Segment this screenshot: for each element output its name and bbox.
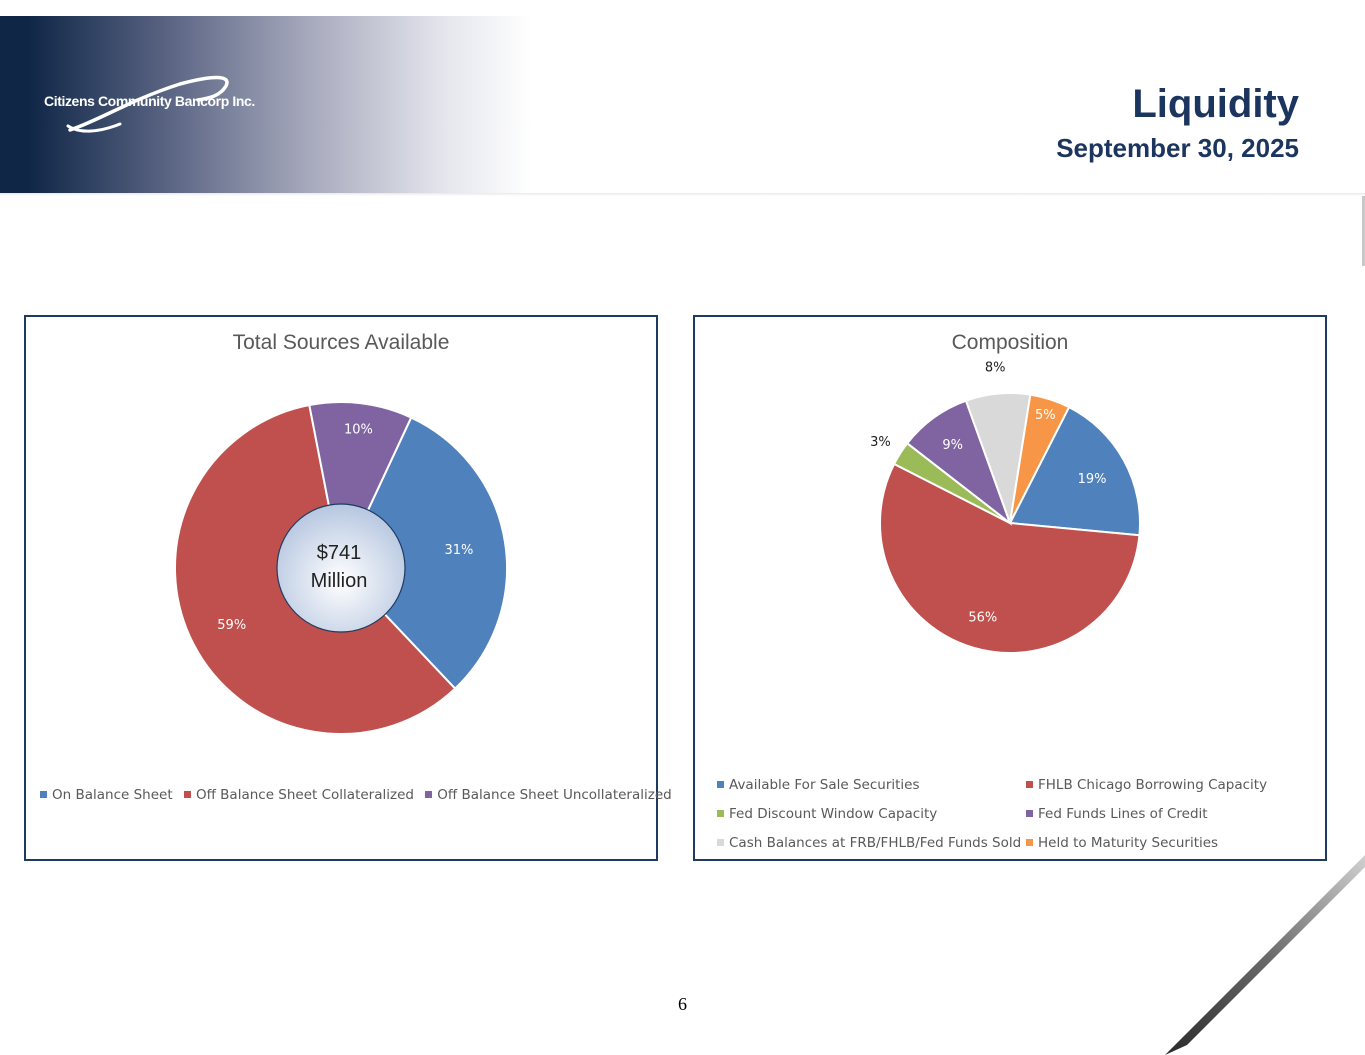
legend-swatch [717,839,724,846]
legend-label: Cash Balances at FRB/FHLB/Fed Funds Sold [729,835,1022,851]
header-banner [0,16,560,195]
legend-swatch [40,791,47,798]
legend-swatch [1026,781,1033,788]
logo-swoosh-icon [66,75,229,133]
data-label: 59% [217,618,246,633]
page-number: 6 [678,994,687,1014]
header-divider [0,193,1365,196]
legend-item: Cash Balances at FRB/FHLB/Fed Funds Sold [717,835,1021,851]
pie-slice [1008,405,1141,537]
donut-chart: 31% 59% 10% [174,401,508,735]
chart-legend: On Balance Sheet Off Balance Sheet Colla… [40,787,679,803]
data-label: 9% [942,438,963,453]
composition-panel: Composition 19% 56% 3% 9% 8% 5% Available For… [693,315,1327,861]
pie-slice [1009,393,1071,524]
legend-item: Held to Maturity Securities [1026,835,1218,851]
legend-label: Off Balance Sheet Uncollateralized [437,787,672,803]
data-label: 8% [985,360,1006,375]
total-sources-panel: Total Sources Available 31% 59% 10% $741 M… [24,315,672,861]
legend-item: Off Balance Sheet Collateralized [183,787,414,803]
pie-slice [879,462,1141,654]
company-logo-text: Citizens Community Bancorp Inc. [44,93,255,109]
data-label: 31% [445,543,474,558]
data-label: 10% [344,422,373,437]
legend-item: Fed Discount Window Capacity [717,806,937,822]
legend-label: On Balance Sheet [52,787,173,803]
pie-chart: 19% 56% 3% 9% 8% 5% [870,360,1141,654]
legend-swatch [1026,810,1033,817]
legend-item: FHLB Chicago Borrowing Capacity [1026,777,1267,793]
data-label: 3% [870,435,891,450]
center-amount: $741 [316,542,362,564]
data-label: 19% [1078,472,1107,487]
legend-swatch [425,791,433,798]
data-label: 5% [1035,408,1056,423]
center-unit: Million [310,570,368,592]
legend-label: Off Balance Sheet Collateralized [195,787,414,803]
legend-label: Held to Maturity Securities [1038,835,1219,851]
legend-item: Off Balance Sheet Uncollateralized [425,787,672,803]
legend-label: FHLB Chicago Borrowing Capacity [1038,777,1268,793]
legend-label: Available For Sale Securities [729,777,920,793]
legend-label: Fed Discount Window Capacity [729,806,938,822]
chart-title: Total Sources Available [232,331,450,354]
pie-slice [339,416,508,691]
donut-hole [276,503,406,633]
legend-item: Available For Sale Securities [717,777,920,793]
data-label: 56% [968,611,997,626]
legend-label: Fed Funds Lines of Credit [1038,806,1208,822]
page-edge [1362,196,1365,266]
page-title: Liquidity [1132,82,1299,126]
legend-swatch [717,810,724,817]
legend-swatch [717,781,724,788]
legend-item: Fed Funds Lines of Credit [1026,806,1208,822]
chart-title: Composition [951,331,1069,354]
page-curl-corner [1165,855,1365,1055]
legend-item: On Balance Sheet [40,787,173,803]
legend-swatch [183,791,191,798]
page-date: September 30, 2025 [1056,133,1299,163]
donut-center-label: $741 Million [274,539,404,595]
legend-swatch [1026,839,1033,846]
